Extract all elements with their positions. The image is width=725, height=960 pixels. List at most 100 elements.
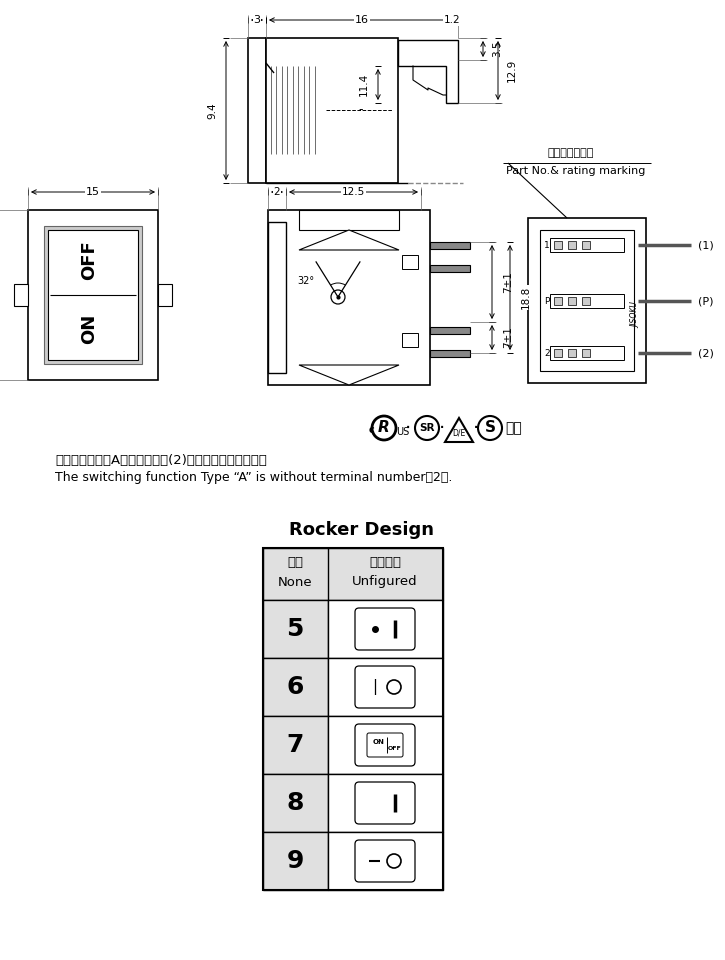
Text: 3.5: 3.5 — [492, 40, 502, 58]
Bar — [582, 297, 590, 305]
Text: ·: · — [439, 419, 445, 438]
Bar — [263, 832, 328, 890]
Bar — [268, 222, 286, 373]
Bar — [44, 226, 142, 364]
Bar — [266, 38, 398, 183]
Text: 5: 5 — [286, 617, 304, 641]
Text: Part No.& rating marking: Part No.& rating marking — [506, 166, 645, 176]
Bar — [540, 230, 634, 371]
Bar — [402, 255, 418, 269]
Bar — [554, 297, 562, 305]
Text: c: c — [369, 425, 375, 435]
Bar — [554, 241, 562, 249]
Bar — [263, 548, 443, 890]
Text: 32°: 32° — [297, 276, 315, 286]
Bar — [248, 38, 266, 183]
Bar — [582, 241, 590, 249]
Bar — [328, 774, 443, 832]
Bar — [299, 210, 399, 230]
FancyBboxPatch shape — [355, 840, 415, 882]
Text: 形名・定格表示: 形名・定格表示 — [548, 148, 594, 158]
Text: 1.2: 1.2 — [444, 15, 460, 25]
Text: 3: 3 — [254, 15, 260, 25]
Text: 7±1: 7±1 — [503, 326, 513, 348]
Text: スイッチ特性『A』タイプは、(2)番端子がありません。: スイッチ特性『A』タイプは、(2)番端子がありません。 — [55, 453, 267, 467]
Bar — [14, 284, 28, 306]
Text: ·: · — [405, 419, 411, 438]
Text: Rocker Design: Rocker Design — [289, 521, 434, 539]
Bar — [550, 294, 624, 308]
Text: D/E: D/E — [452, 428, 465, 438]
Text: SR: SR — [419, 423, 435, 433]
Text: JISOKU: JISOKU — [631, 302, 640, 328]
Polygon shape — [299, 365, 399, 385]
FancyBboxPatch shape — [355, 724, 415, 766]
Bar — [158, 284, 172, 306]
Text: |: | — [373, 679, 378, 695]
Bar — [328, 658, 443, 716]
Text: ·: · — [473, 419, 479, 438]
Text: 2: 2 — [273, 187, 281, 197]
Text: 16: 16 — [355, 15, 369, 25]
Bar — [568, 349, 576, 357]
Bar — [568, 241, 576, 249]
Text: 7±1: 7±1 — [503, 271, 513, 293]
Bar — [528, 218, 646, 383]
Bar — [430, 327, 470, 334]
Bar — [28, 210, 158, 380]
Text: OFF: OFF — [388, 746, 402, 751]
Text: (1): (1) — [698, 240, 713, 250]
Bar — [263, 548, 443, 600]
Text: 7: 7 — [286, 733, 304, 757]
Bar — [328, 600, 443, 658]
Text: 12.5: 12.5 — [342, 187, 365, 197]
Text: P: P — [544, 297, 550, 305]
Text: OFF: OFF — [80, 240, 98, 280]
Bar — [430, 265, 470, 272]
FancyBboxPatch shape — [355, 608, 415, 650]
FancyBboxPatch shape — [367, 733, 403, 757]
Text: US: US — [396, 427, 409, 437]
Bar — [554, 349, 562, 357]
Text: None: None — [278, 575, 312, 588]
Polygon shape — [398, 40, 458, 103]
Bar — [263, 600, 328, 658]
Text: 11.4: 11.4 — [359, 73, 369, 96]
Text: (P): (P) — [698, 296, 713, 306]
Text: 表示なし: 表示なし — [369, 556, 401, 568]
Bar — [263, 658, 328, 716]
Text: 12.9: 12.9 — [507, 59, 517, 83]
Bar — [268, 210, 430, 385]
FancyBboxPatch shape — [355, 782, 415, 824]
Bar — [328, 832, 443, 890]
Bar — [550, 346, 624, 360]
Bar — [550, 238, 624, 252]
Text: ON: ON — [373, 739, 385, 745]
Text: 表示: 表示 — [505, 421, 522, 435]
Bar — [263, 774, 328, 832]
Text: The switching function Type “A” is without terminal number（2）.: The switching function Type “A” is witho… — [55, 471, 452, 485]
Bar — [430, 242, 470, 249]
Bar — [568, 297, 576, 305]
Polygon shape — [445, 418, 473, 442]
Bar — [328, 716, 443, 774]
Text: 1: 1 — [544, 241, 550, 250]
Text: 9: 9 — [286, 849, 304, 873]
Bar — [402, 333, 418, 347]
Text: 18.8: 18.8 — [521, 286, 531, 309]
Bar — [48, 230, 138, 360]
Text: S: S — [484, 420, 495, 436]
Text: (2): (2) — [698, 348, 714, 358]
Text: R: R — [378, 420, 390, 436]
Text: 6: 6 — [286, 675, 304, 699]
Text: ON: ON — [80, 314, 98, 344]
Text: 15: 15 — [86, 187, 100, 197]
Text: -: - — [359, 104, 363, 116]
Text: 8: 8 — [286, 791, 304, 815]
Text: なし: なし — [287, 556, 303, 568]
Text: Unfigured: Unfigured — [352, 575, 418, 588]
Bar — [430, 350, 470, 357]
Text: 2: 2 — [544, 348, 550, 357]
Bar — [582, 349, 590, 357]
Bar — [263, 716, 328, 774]
